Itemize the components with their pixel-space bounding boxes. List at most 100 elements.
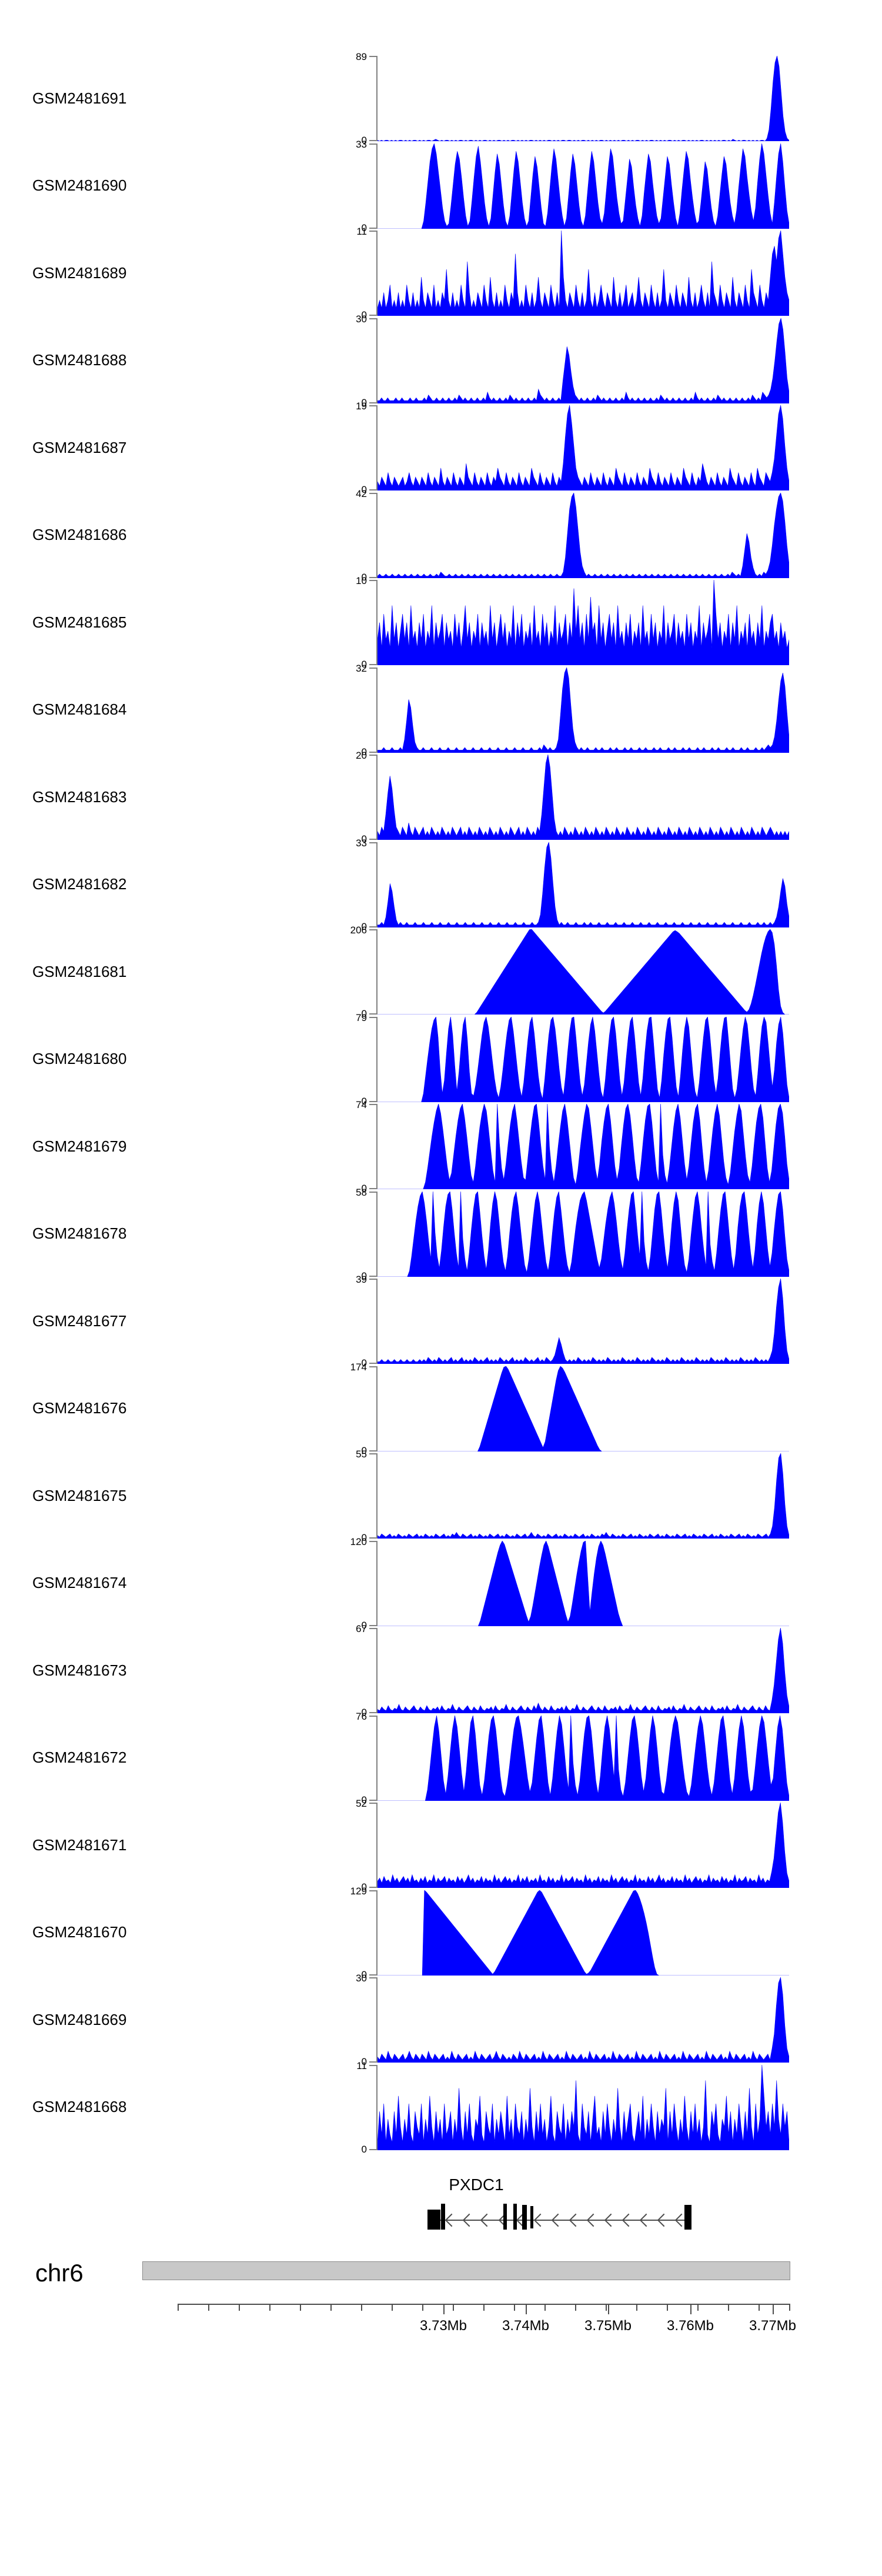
track-y-axis: [376, 1191, 377, 1277]
coverage-area: [377, 842, 789, 927]
gene-exon: [522, 2205, 527, 2230]
strand-left-arrow-icon: [551, 2213, 564, 2227]
y-axis-tick-min: [369, 2061, 376, 2063]
y-axis-tick-min: [369, 227, 376, 229]
y-axis-label-max: 33: [356, 138, 367, 150]
axis-minor-tick: [300, 2304, 301, 2311]
axis-minor-tick: [392, 2304, 393, 2311]
coverage-area: [377, 318, 789, 403]
coverage-area: [377, 1803, 789, 1888]
track-y-axis: [376, 1628, 377, 1713]
axis-major-tick: [443, 2304, 445, 2314]
y-axis-label-min: 0: [361, 659, 367, 670]
strand-left-arrow-icon: [622, 2213, 636, 2227]
y-axis-label-min: 0: [361, 222, 367, 233]
y-axis-tick-max: [369, 1191, 376, 1193]
coverage-area: [377, 1366, 789, 1451]
coverage-track: GSM2481690 33 0: [0, 139, 882, 233]
track-y-axis: [376, 667, 377, 753]
track-y-axis: [376, 1977, 377, 2063]
gene-exon: [427, 2210, 441, 2230]
strand-left-arrow-icon: [480, 2213, 494, 2227]
y-axis-tick-min: [369, 576, 376, 578]
y-axis-tick-max: [369, 1540, 376, 1542]
coverage-track: GSM2481668 11 0: [0, 2061, 882, 2154]
track-sample-label: GSM2481673: [32, 1661, 127, 1679]
gene-exon: [513, 2204, 517, 2230]
y-axis-label-min: 0: [361, 1532, 367, 1543]
strand-left-arrow-icon: [533, 2213, 547, 2227]
axis-minor-tick: [728, 2304, 729, 2311]
track-sample-label: GSM2481690: [32, 176, 127, 194]
coverage-area: [377, 755, 789, 840]
y-axis-tick-min: [369, 1537, 376, 1539]
y-axis-label-max: 58: [356, 1186, 367, 1198]
y-axis-tick-max: [369, 755, 376, 756]
track-y-axis: [376, 1279, 377, 1364]
y-axis-tick-max: [369, 1016, 376, 1018]
axis-minor-tick: [483, 2304, 485, 2311]
strand-left-arrow-icon: [657, 2213, 671, 2227]
y-axis-tick-min: [369, 1275, 376, 1277]
strand-left-arrow-icon: [445, 2213, 459, 2227]
gene-exon: [684, 2205, 691, 2230]
track-y-axis: [376, 492, 377, 578]
coverage-area: [377, 1279, 789, 1364]
track-y-axis: [376, 1453, 377, 1539]
y-axis-tick-max: [369, 1366, 376, 1367]
y-axis-label-max: 67: [356, 1623, 367, 1634]
y-axis-label-max: 120: [350, 1536, 367, 1547]
y-axis-label-max: 10: [356, 575, 367, 586]
y-axis-label-max: 19: [356, 401, 367, 412]
y-axis-label-max: 206: [350, 925, 367, 936]
coverage-area: [377, 929, 789, 1015]
y-axis-label-max: 76: [356, 1710, 367, 1722]
track-sample-label: GSM2481688: [32, 351, 127, 369]
coverage-track: GSM2481678 58 0: [0, 1187, 882, 1281]
y-axis-tick-min: [369, 1188, 376, 1189]
track-y-axis: [376, 580, 377, 665]
y-axis-label-min: 0: [361, 1881, 367, 1893]
y-axis-tick-min: [369, 489, 376, 490]
coverage-area: [377, 1890, 789, 1976]
axis-minor-tick: [239, 2304, 240, 2311]
y-axis-label-max: 74: [356, 1099, 367, 1110]
coverage-track: GSM2481684 32 0: [0, 663, 882, 757]
axis-minor-tick: [697, 2304, 699, 2311]
axis-major-tick: [526, 2304, 527, 2314]
y-axis-tick-min: [369, 1100, 376, 1102]
axis-tick-label: 3.75Mb: [584, 2318, 632, 2334]
y-axis-label-max: 11: [356, 226, 367, 237]
track-y-axis: [376, 755, 377, 840]
gene-model-track: PXDC1: [0, 2175, 882, 2240]
coverage-area: [377, 667, 789, 753]
y-axis-label-max: 129: [350, 1885, 367, 1897]
track-sample-label: GSM2481683: [32, 788, 127, 806]
y-axis-label-max: 89: [356, 51, 367, 62]
y-axis-tick-max: [369, 405, 376, 406]
coverage-track: GSM2481680 79 0: [0, 1013, 882, 1106]
y-axis-label-min: 0: [361, 135, 367, 146]
y-axis-label-min: 0: [361, 1183, 367, 1194]
coverage-track: GSM2481675 55 0: [0, 1449, 882, 1543]
coverage-area: [377, 231, 789, 316]
axis-minor-tick: [759, 2304, 760, 2311]
coverage-track: GSM2481685 10 0: [0, 576, 882, 669]
y-axis-label-min: 0: [361, 309, 367, 321]
axis-minor-tick: [575, 2304, 576, 2311]
y-axis-tick-min: [369, 664, 376, 665]
axis-minor-tick: [330, 2304, 332, 2311]
axis-minor-tick: [789, 2304, 790, 2311]
axis-minor-tick: [269, 2304, 270, 2311]
coverage-track: GSM2481677 39 0: [0, 1274, 882, 1368]
coverage-area: [377, 1628, 789, 1713]
y-axis-label-min: 0: [361, 571, 367, 583]
coverage-area: [377, 1453, 789, 1539]
axis-tick-label: 3.73Mb: [419, 2318, 467, 2334]
y-axis-tick-max: [369, 492, 376, 494]
coverage-track: GSM2481681 206 0: [0, 925, 882, 1019]
track-sample-label: GSM2481691: [32, 89, 127, 107]
track-sample-label: GSM2481675: [32, 1486, 127, 1504]
coverage-track: GSM2481691 89 0: [0, 52, 882, 145]
y-axis-tick-min: [369, 1887, 376, 1888]
